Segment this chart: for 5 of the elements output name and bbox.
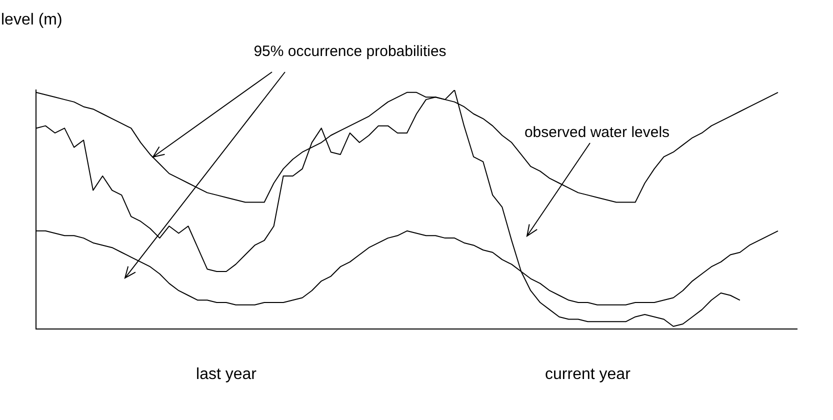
annotation: observed water levels — [524, 124, 670, 142]
text: 95% occurrence probabilities — [254, 43, 446, 60]
y-axis-title: level (m) — [1, 11, 62, 28]
x-tick-label: current year — [545, 366, 632, 383]
x-tick-label: last year — [196, 366, 258, 383]
